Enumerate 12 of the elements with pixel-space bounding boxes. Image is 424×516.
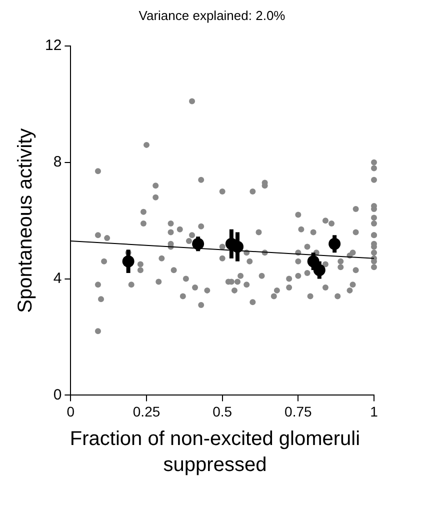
y-tick-label: 0 bbox=[53, 386, 62, 404]
x-tick-label: 0.5 bbox=[212, 403, 232, 420]
x-tick-label: 0.75 bbox=[284, 403, 312, 420]
x-tick-label: 0.25 bbox=[132, 403, 160, 420]
y-tick-label: 12 bbox=[44, 37, 62, 54]
y-tick-label: 4 bbox=[53, 270, 62, 287]
x-tick-label: 1 bbox=[370, 403, 378, 420]
y-tick-label: 8 bbox=[53, 154, 62, 171]
y-axis-title: Spontaneous activity bbox=[14, 128, 37, 313]
chart-title: Variance explained: 2.0% bbox=[138, 8, 286, 23]
x-axis-title: Fraction of non-excited glomeruli suppressed bbox=[68, 427, 362, 478]
x-tick-label: 0 bbox=[66, 403, 75, 420]
